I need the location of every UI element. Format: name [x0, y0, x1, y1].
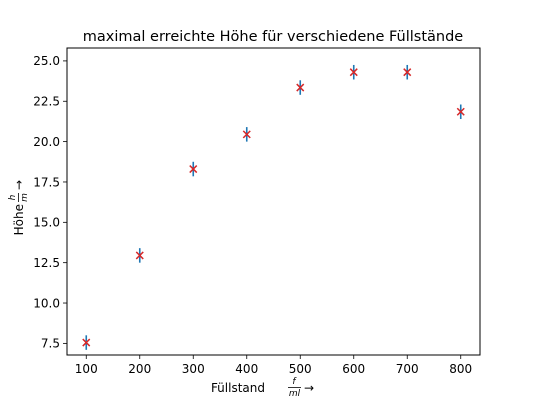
x-tick-label: 600 — [342, 362, 365, 376]
y-tick-label: 25.0 — [33, 54, 60, 68]
y-tick-label: 20.0 — [33, 135, 60, 149]
y-axis-label-unit-numerator: h — [8, 194, 18, 200]
marker-stroke — [82, 338, 91, 347]
x-tick-label: 700 — [396, 362, 419, 376]
y-axis-label: Höhe h m → — [8, 180, 30, 235]
plot-area-frame — [66, 47, 481, 356]
x-axis-label-arrow: → — [304, 381, 314, 395]
marker-stroke — [296, 83, 305, 92]
marker-stroke — [135, 251, 144, 260]
data-point-marker — [296, 83, 305, 92]
chart-title: maximal erreichte Höhe für verschiedene … — [83, 29, 464, 45]
data-point-marker — [456, 107, 465, 116]
data-point-marker — [135, 251, 144, 260]
marker-stroke — [456, 107, 465, 116]
x-tick-label: 500 — [289, 362, 312, 376]
x-tick-label: 300 — [182, 362, 205, 376]
x-tick-label: 200 — [128, 362, 151, 376]
data-point-marker — [189, 165, 198, 174]
x-tick-label: 800 — [449, 362, 472, 376]
marker-stroke — [189, 165, 198, 174]
x-tick-label: 400 — [235, 362, 258, 376]
data-point-marker — [82, 338, 91, 347]
x-axis-label-text: Füllstand — [211, 381, 265, 395]
x-axis-ticks: 100 200 300 400 500 600 700 800 — [75, 355, 472, 376]
y-tick-label: 10.0 — [33, 296, 60, 310]
x-axis-label: Füllstand f ml → — [211, 377, 314, 399]
y-axis-label-arrow: → — [12, 180, 26, 190]
y-tick-label: 22.5 — [33, 95, 60, 109]
data-point-marker — [242, 130, 251, 139]
data-point-marker — [349, 68, 358, 77]
y-axis-label-text: Höhe — [12, 204, 26, 235]
data-points — [82, 64, 465, 350]
marker-stroke — [403, 68, 412, 77]
y-tick-label: 17.5 — [33, 175, 60, 189]
y-tick-label: 12.5 — [33, 256, 60, 270]
x-tick-label: 100 — [75, 362, 98, 376]
y-tick-label: 15.0 — [33, 216, 60, 230]
y-axis-ticks: 7.5 10.0 12.5 15.0 17.5 20.0 22.5 25.0 — [33, 54, 67, 351]
y-tick-label: 7.5 — [41, 337, 60, 351]
y-axis-label-unit-denominator: m — [20, 193, 30, 202]
marker-stroke — [349, 68, 358, 77]
x-axis-label-unit-numerator: f — [292, 377, 297, 387]
data-point-marker — [403, 68, 412, 77]
marker-stroke — [242, 130, 251, 139]
x-axis-label-unit-denominator: ml — [289, 389, 301, 399]
